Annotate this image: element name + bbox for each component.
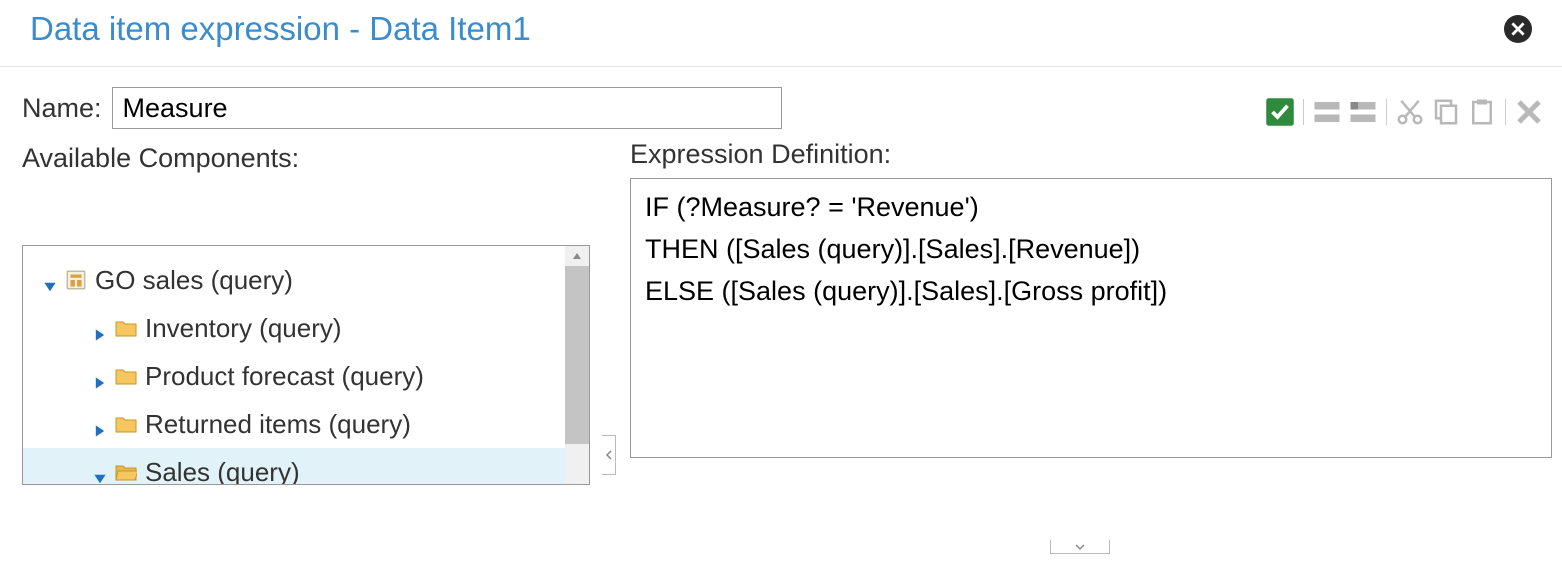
scroll-thumb[interactable] bbox=[565, 266, 589, 444]
validate-button[interactable] bbox=[1265, 97, 1295, 127]
dialog-title: Data item expression - Data Item1 bbox=[30, 10, 531, 48]
expression-textarea[interactable] bbox=[630, 178, 1552, 458]
close-icon bbox=[1511, 22, 1525, 36]
cut-button[interactable] bbox=[1395, 97, 1425, 127]
folder-icon bbox=[115, 366, 137, 386]
toolbar-separator bbox=[1303, 99, 1304, 125]
horizontal-splitter[interactable] bbox=[602, 435, 616, 475]
toolbar-separator bbox=[1386, 99, 1387, 125]
name-label: Name: bbox=[22, 93, 102, 124]
paste-button[interactable] bbox=[1467, 97, 1497, 127]
tree-item-label: Product forecast (query) bbox=[145, 361, 424, 392]
caret-right-icon bbox=[93, 369, 107, 383]
close-button[interactable] bbox=[1504, 15, 1532, 43]
tree-scrollbar[interactable] bbox=[565, 246, 589, 484]
scroll-up-icon bbox=[565, 246, 589, 266]
delete-button[interactable] bbox=[1514, 97, 1544, 127]
rows-highlight-icon bbox=[1348, 97, 1378, 127]
chevron-down-icon bbox=[1075, 543, 1085, 551]
chevron-left-icon bbox=[605, 450, 613, 460]
tree-item-inventory[interactable]: Inventory (query) bbox=[23, 304, 589, 352]
scissors-icon bbox=[1395, 97, 1425, 127]
expression-toolbar bbox=[630, 95, 1552, 129]
rows-icon bbox=[1312, 97, 1342, 127]
clipboard-icon bbox=[1467, 97, 1497, 127]
tree-item-label: Returned items (query) bbox=[145, 409, 411, 440]
copy-button[interactable] bbox=[1431, 97, 1461, 127]
tree-item-label: Sales (query) bbox=[145, 457, 300, 486]
expression-definition-label: Expression Definition: bbox=[630, 139, 1552, 170]
folder-icon bbox=[115, 318, 137, 338]
vertical-splitter[interactable] bbox=[1050, 540, 1110, 554]
select-all-button[interactable] bbox=[1312, 97, 1342, 127]
caret-right-icon bbox=[93, 417, 107, 431]
folder-icon bbox=[115, 414, 137, 434]
tree-item-label: GO sales (query) bbox=[95, 265, 293, 296]
tree-item-returned-items[interactable]: Returned items (query) bbox=[23, 400, 589, 448]
toolbar-separator bbox=[1505, 99, 1506, 125]
folder-open-icon bbox=[115, 462, 137, 482]
caret-right-icon bbox=[93, 321, 107, 335]
package-icon bbox=[65, 270, 87, 290]
tree-item-product-forecast[interactable]: Product forecast (query) bbox=[23, 352, 589, 400]
tree-item-label: Inventory (query) bbox=[145, 313, 342, 344]
tree-item-sales[interactable]: Sales (query) bbox=[23, 448, 589, 485]
caret-down-icon bbox=[93, 465, 107, 479]
check-icon bbox=[1265, 97, 1295, 127]
tree-root[interactable]: GO sales (query) bbox=[23, 256, 589, 304]
x-icon bbox=[1514, 97, 1544, 127]
copy-icon bbox=[1431, 97, 1461, 127]
components-tree[interactable]: GO sales (query) Inventory (query) bbox=[22, 245, 590, 485]
available-components-label: Available Components: bbox=[22, 143, 299, 174]
select-value-button[interactable] bbox=[1348, 97, 1378, 127]
caret-down-icon bbox=[43, 273, 57, 287]
